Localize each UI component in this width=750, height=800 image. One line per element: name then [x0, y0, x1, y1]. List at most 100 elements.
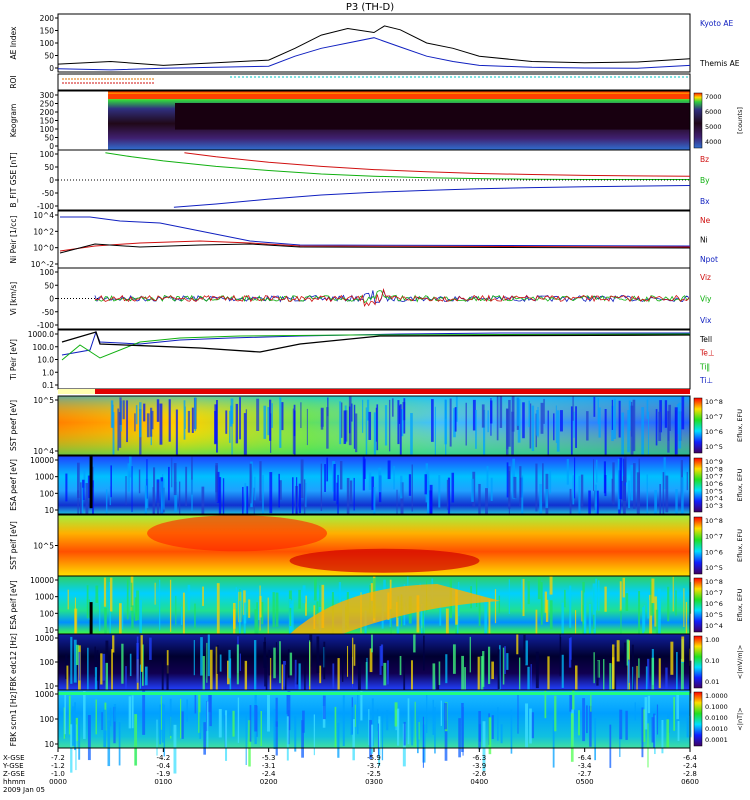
fbk_e-stripe [436, 661, 440, 690]
fbk_b-stripe [488, 717, 492, 755]
esa_e-stripe [411, 464, 413, 512]
figure-title: P3 (TH-D) [346, 2, 394, 13]
sst_i-ylabel: SST peif [eV] [9, 521, 18, 570]
density-ytick-label: 10^0 [33, 244, 54, 253]
bfield-ytick-label: 50 [44, 163, 54, 172]
fbk_e-stripe [681, 636, 685, 662]
esa_e-stripe [371, 476, 374, 510]
sst_e-stripe [300, 402, 302, 429]
keogram-cbar-tick: 4000 [705, 138, 722, 146]
sst_e-stripe [343, 410, 346, 445]
esa_e-stripe [336, 482, 338, 505]
sst_e-stripe [235, 403, 239, 444]
esa_i-stripe [658, 600, 661, 619]
esa_i-stripe [109, 600, 111, 649]
fbk-b-band [58, 692, 690, 695]
fbk_e-stripe [596, 660, 599, 686]
sst_e-stripe [630, 401, 633, 437]
fbk_e-stripe [380, 644, 384, 666]
sst_e-stripe [481, 404, 485, 428]
fbk_e-stripe [200, 637, 203, 676]
fbk_b-stripe [337, 722, 340, 758]
fbk_e-stripe [316, 636, 320, 673]
panel-ae: 200 150 100 50 0 AE Index Kyoto AE Themis AE [9, 13, 740, 73]
sst_e-stripe [243, 413, 247, 456]
sst_e-stripe [664, 400, 668, 428]
sst_e-stripe [353, 404, 356, 449]
fbk_e-stripe [215, 646, 218, 690]
esa_e-ylabel: ESA peef [eV] [9, 459, 18, 511]
fbk_e-heatmap [58, 634, 690, 690]
esa_i-stripe [261, 601, 264, 625]
fbk_b-stripe [371, 698, 374, 747]
fbk_e-stripe [477, 656, 480, 700]
fbk_b-stripe [572, 690, 575, 710]
keogram-band [108, 94, 690, 99]
fbk_e-stripe [341, 655, 344, 682]
fbk_b-stripe [570, 713, 574, 762]
sst_e-stripe [293, 410, 296, 459]
fbk_e-stripe [559, 636, 562, 656]
sst_e-cbar-tick: 10^5 [705, 443, 723, 451]
xaxis-tick-label: -2.7 [578, 770, 592, 778]
fbk_b-stripe [118, 722, 121, 766]
fbk_b-stripe [444, 702, 448, 730]
velocity-ytick-label: -100 [37, 321, 54, 330]
fbk_e-cbar-tick: 1.00 [705, 636, 719, 644]
esa_i-stripe [488, 599, 491, 642]
esa_e-stripe [129, 456, 132, 478]
fbk_e-cbar-tick: 0.10 [705, 657, 719, 665]
fbk_e-stripe [461, 655, 464, 704]
esa_i-stripe [257, 600, 261, 621]
sst_e-stripe [184, 406, 186, 429]
esa_e-stripe [254, 476, 256, 501]
xaxis-tick-label: -0.4 [156, 762, 170, 770]
esa_e-stripe [191, 456, 193, 495]
fbk_b-stripe [232, 710, 235, 737]
esa_e-stripe [259, 461, 262, 501]
esa_e-stripe [646, 474, 648, 520]
fbk_e-stripe [399, 655, 402, 676]
fbk_b-stripe [354, 704, 356, 727]
sst_e-stripe [351, 403, 353, 422]
esa_i-stripe [416, 595, 420, 633]
sst_e-stripe [143, 403, 146, 422]
esa_e-stripe [324, 464, 326, 492]
fbk_b-stripe [181, 711, 184, 739]
esa_i-stripe [561, 602, 564, 635]
fbk_b-stripe [357, 691, 359, 735]
sst_e-ytick-label: 10^4 [33, 447, 54, 456]
fbk_e-stripe [73, 639, 77, 683]
fbk_b-stripe [378, 716, 381, 756]
fbk_b-stripe [619, 709, 623, 740]
esa_e-stripe [110, 465, 112, 498]
fbk_b-stripe [342, 695, 345, 747]
esa_e-stripe [215, 463, 218, 503]
fbk_b-stripe [142, 690, 146, 735]
esa_e-stripe [424, 474, 427, 495]
ae-series-0 [57, 37, 691, 71]
esa_i-stripe [564, 589, 566, 608]
fbk_e-stripe [87, 647, 89, 696]
sst_e-stripe [271, 403, 273, 428]
esa_e-stripe [244, 483, 247, 520]
esa_e-stripe [333, 463, 336, 501]
esa_e-cbar-tick: 10^5 [705, 487, 723, 495]
esa_e-stripe [81, 487, 84, 532]
sst_e-stripe [627, 410, 630, 453]
fbk_e-stripe [518, 657, 521, 708]
esa_i-stripe [638, 591, 641, 639]
fbk_e-stripe [506, 653, 509, 670]
fbk_b-cbar-tick: 0.0001 [705, 736, 728, 744]
fbk_b-stripe [686, 717, 689, 738]
fbk_b-stripe [529, 708, 532, 744]
sst_e-stripe [344, 410, 348, 442]
fbk_e-stripe [647, 658, 650, 709]
fbk_e-stripe [379, 646, 382, 675]
sst_e-stripe [327, 397, 329, 417]
sst_i-ytick-label: 10^5 [33, 542, 54, 551]
fbk_e-stripe [144, 666, 148, 686]
xaxis-tick-label: 0100 [154, 778, 172, 786]
fbk_b-stripe [552, 720, 555, 768]
fbk_e-stripe [209, 649, 213, 697]
